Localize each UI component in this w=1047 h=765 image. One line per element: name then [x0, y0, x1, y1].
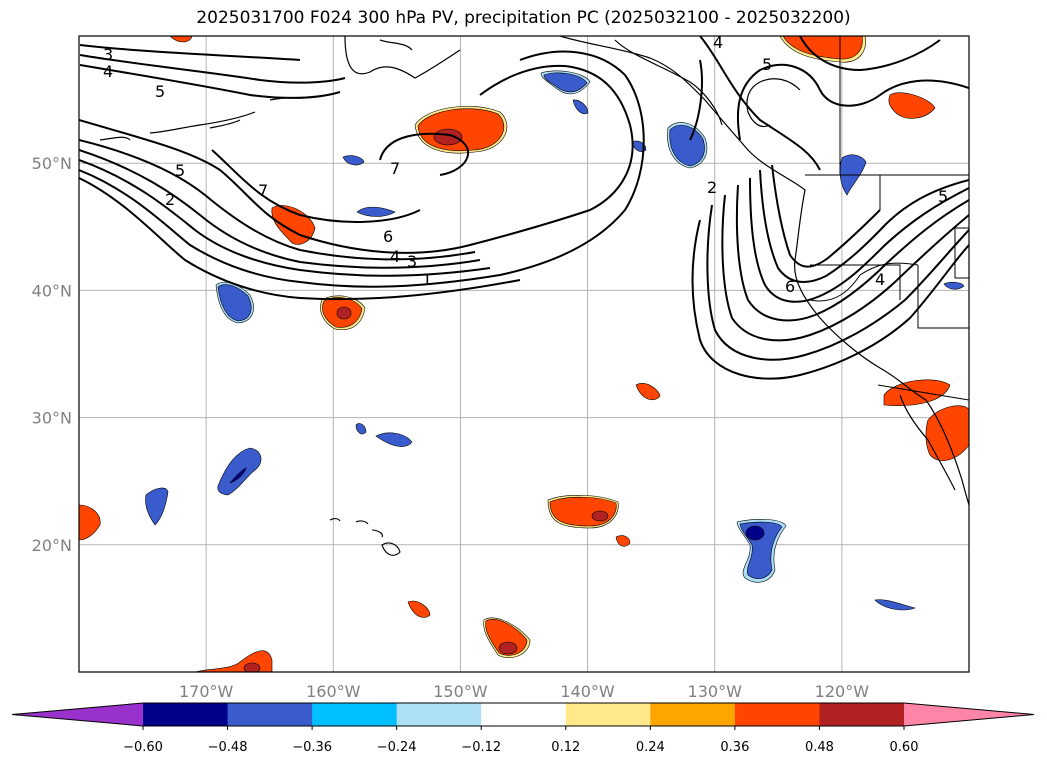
lon-tick-label: 170°W — [179, 682, 234, 701]
contour-label: 5 — [762, 55, 772, 74]
colorbar-tick-label: 0.48 — [805, 740, 834, 755]
colorbar-tick-label: −0.60 — [123, 740, 163, 755]
precip-blob-positive — [414, 106, 508, 154]
contour-label: 3 — [407, 252, 417, 271]
precip-blob-negative — [355, 423, 367, 435]
lon-tick-label: 130°W — [688, 682, 743, 701]
plot-area — [79, 36, 969, 672]
precip-blob-negative — [215, 281, 254, 324]
plot-frame — [78, 35, 970, 673]
precip-blob-negative — [943, 281, 965, 290]
colorbar-segment — [565, 703, 651, 726]
contour-label: 7 — [258, 181, 268, 200]
colorbar-segment — [734, 703, 820, 726]
precip-blob-positive — [320, 295, 366, 330]
contour-label: 4 — [103, 62, 113, 81]
precip-blob-negative — [736, 519, 787, 583]
colorbar-tick-label: −0.48 — [208, 740, 248, 755]
precip-blob-negative — [375, 432, 413, 447]
lon-tick-label: 140°W — [560, 682, 615, 701]
contour-label: 4 — [713, 33, 723, 52]
precip-blob-negative — [572, 99, 589, 115]
lat-tick-label: 30°N — [32, 409, 72, 428]
contour-label: 2 — [707, 178, 717, 197]
colorbar-segment — [312, 703, 398, 726]
precip-blob-negative — [217, 447, 262, 496]
lat-tick-label: 40°N — [32, 281, 72, 300]
contour-label: 6 — [383, 227, 393, 246]
colorbar-segment — [143, 703, 229, 726]
pv-contour-labels: 3 4 5 5 2 7 7 6 4 3 1 4 5 2 6 4 5 — [103, 33, 948, 296]
colorbar-tick-label: 0.24 — [636, 740, 665, 755]
precip-blob-negative — [145, 487, 169, 526]
precip-blob-negative — [540, 70, 591, 95]
colorbar-segment — [481, 703, 567, 726]
colorbar-segment — [396, 703, 482, 726]
contour-label: 4 — [875, 270, 885, 289]
colorbar-extend-min — [12, 703, 143, 726]
contour-label: 5 — [155, 82, 165, 101]
lon-tick-label: 150°W — [433, 682, 488, 701]
precip-blob-negative — [874, 599, 916, 611]
colorbar-tick-label: −0.36 — [292, 740, 332, 755]
colorbar-tick-label: 0.60 — [890, 740, 919, 755]
lon-tick-label: 160°W — [306, 682, 361, 701]
colorbar-segment — [819, 703, 905, 726]
colorbar-extend-max — [904, 703, 1034, 726]
precip-blob-positive — [547, 495, 619, 529]
contour-label: 1 — [422, 270, 432, 289]
colorbar-tick-label: 0.12 — [551, 740, 580, 755]
contour-label: 7 — [390, 159, 400, 178]
axis-labels: 170°W 160°W 150°W 140°W 130°W 120°W 20°N 30°N 40… — [32, 154, 870, 701]
precip-blob-positive — [407, 600, 431, 618]
precip-blob-negative — [667, 122, 708, 169]
precip-fields — [79, 36, 969, 672]
contour-label: 5 — [175, 161, 185, 180]
hawaiian-islands — [329, 518, 401, 556]
pv-contours — [79, 36, 969, 380]
lon-tick-label: 120°W — [815, 682, 870, 701]
precip-blob-positive — [635, 383, 661, 401]
contour-label: 2 — [165, 190, 175, 209]
chart-title: 2025031700 F024 300 hPa PV, precipitatio… — [196, 8, 851, 28]
contour-label: 6 — [785, 277, 795, 296]
colorbar-segment — [650, 703, 736, 726]
colorbar-tick-label: −0.24 — [377, 740, 417, 755]
precip-blob-positive — [615, 535, 631, 547]
lat-tick-label: 20°N — [32, 536, 72, 555]
precip-blob-negative — [356, 206, 396, 217]
contour-label: 3 — [103, 45, 113, 64]
contour-label: 4 — [390, 247, 400, 266]
precip-blob-positive — [194, 650, 273, 672]
colorbar: −0.60 −0.48 −0.36 −0.24 −0.12 0.12 0.24 0.36 0.4… — [11, 702, 1035, 755]
precip-blob-positive — [888, 92, 936, 119]
lat-tick-label: 50°N — [32, 154, 72, 173]
precip-blob-positive — [483, 617, 531, 659]
colorbar-tick-label: −0.12 — [461, 740, 501, 755]
precip-blob-negative — [342, 155, 365, 166]
precip-blob-positive — [79, 504, 101, 541]
precip-blob-negative — [631, 140, 647, 152]
colorbar-segment — [227, 703, 313, 726]
colorbar-tick-label: 0.36 — [720, 740, 749, 755]
contour-label: 5 — [938, 187, 948, 206]
